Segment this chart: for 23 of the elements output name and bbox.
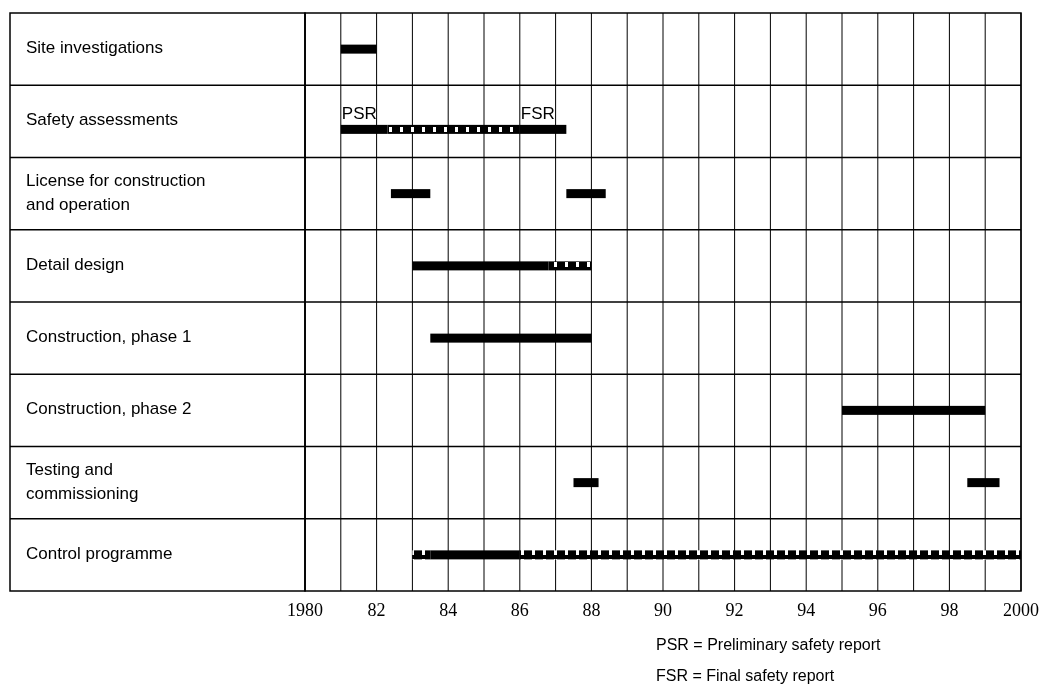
x-tick-label: 86 — [510, 600, 529, 620]
x-tick-label: 84 — [439, 600, 458, 620]
x-tick-label: 94 — [797, 600, 816, 620]
text: FSR = Final safety report — [656, 667, 835, 684]
y-tick-label: Construction, phase 1 — [26, 327, 192, 347]
x-tick-label: 2000 — [1003, 600, 1039, 620]
annotation: PSR — [341, 103, 377, 123]
x-tick-label: 1980 — [287, 600, 323, 620]
x-tick-label: 88 — [582, 600, 601, 620]
x-tick-label: 90 — [654, 600, 672, 620]
y-tick-label: Site investigations — [26, 38, 164, 58]
y-tick-label: Control programme — [26, 544, 173, 564]
x-tick-label: 82 — [367, 600, 386, 620]
y-tick-label: Safety assessments — [26, 110, 179, 130]
x-tick-label: 98 — [940, 600, 959, 620]
y-tick-label: Construction, phase 2 — [26, 399, 192, 419]
text: PSR = Preliminary safety report — [656, 636, 882, 653]
y-tick-label: Testing and commissioning — [26, 460, 139, 504]
x-tick-label: 92 — [725, 600, 744, 620]
annotation: FSR — [520, 103, 555, 123]
x-tick-label: 96 — [868, 600, 887, 620]
y-tick-label: License for construction and operation — [26, 171, 206, 215]
y-tick-label: Detail design — [26, 255, 125, 275]
